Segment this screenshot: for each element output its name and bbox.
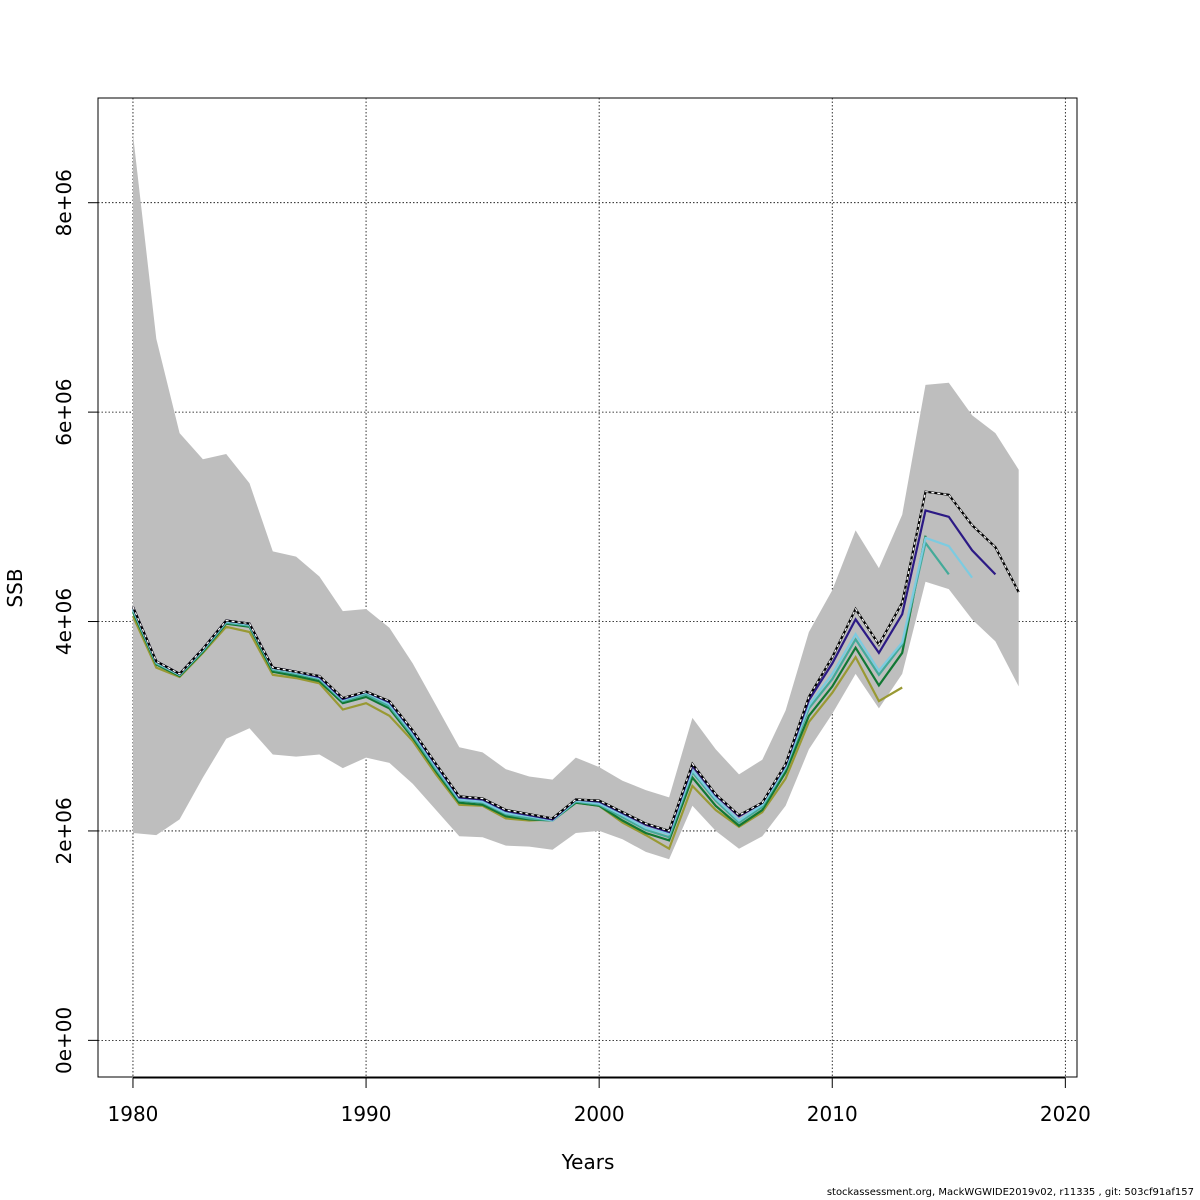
y-axis-title: SSB [3,568,27,607]
x-axis: 1980 1990 2000 2010 2020 [108,1077,1091,1126]
x-tick-label: 2000 [574,1102,625,1126]
x-axis-title: Years [561,1150,615,1174]
y-tick-label: 8e+06 [52,169,76,236]
x-tick-label: 2010 [807,1102,858,1126]
y-tick-label: 0e+00 [52,1007,76,1074]
y-tick-label: 2e+06 [52,797,76,864]
series-line-2013 [131,615,903,851]
footer-credit: stockassessment.org, MackWGWIDE2019v02, … [826,1187,1194,1198]
confidence-band-layer [133,134,1019,860]
series-layer [131,490,1020,851]
confidence-band [133,134,1019,860]
x-tick-label: 1990 [341,1102,392,1126]
y-tick-label: 4e+06 [52,588,76,655]
series-line-2018 [131,490,1020,833]
y-tick-label: 6e+06 [52,378,76,445]
x-tick-label: 2020 [1040,1102,1091,1126]
y-axis: 0e+00 2e+06 4e+06 6e+06 8e+06 [52,169,99,1074]
x-tick-label: 1980 [108,1102,159,1126]
